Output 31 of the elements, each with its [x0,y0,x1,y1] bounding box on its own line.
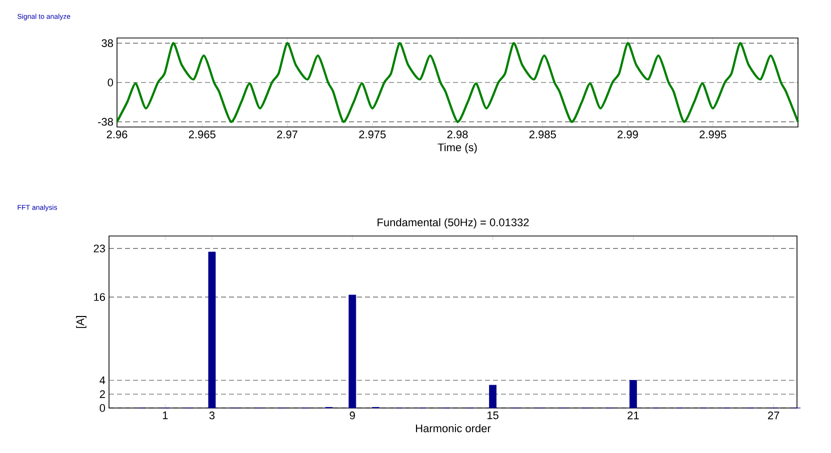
y-tick-label: -38 [98,118,113,126]
bar [348,294,356,408]
bar [489,384,496,408]
chart-subtitle: Fundamental (50Hz) = 0.01332 [378,218,529,228]
y-tick-label: 4 [100,376,106,384]
x-axis-title: Harmonic order [416,424,491,432]
y-tick-label: 0 [108,78,114,86]
x-tick-label: 2.98 [447,130,468,138]
x-tick-label: 2.995 [700,130,726,138]
y-tick-label: 2 [100,390,105,398]
x-tick-label: 2.965 [188,130,216,138]
x-tick-label: 9 [350,412,355,420]
x-tick-label: 2.97 [277,130,298,138]
bar [208,252,216,408]
y-axis-title: [A] [76,316,86,328]
x-axis-title: Time (s) [438,143,477,154]
x-tick-label: 2.96 [106,130,128,138]
y-tick-label: 38 [102,39,113,48]
y-tick-label: 0 [100,404,106,412]
x-tick-label: 15 [487,412,498,420]
x-tick-label: 2.99 [618,130,638,138]
x-tick-label: 3 [209,412,215,420]
x-tick-label: 2.975 [359,130,386,138]
line-series [116,42,800,123]
bar [629,380,637,408]
x-tick-label: 21 [628,412,639,420]
y-tick-label: 23 [94,244,105,252]
y-tick-label: 16 [94,293,105,301]
x-tick-label: 27 [768,412,780,420]
x-tick-label: 1 [162,412,168,420]
x-tick-label: 2.985 [529,130,556,138]
